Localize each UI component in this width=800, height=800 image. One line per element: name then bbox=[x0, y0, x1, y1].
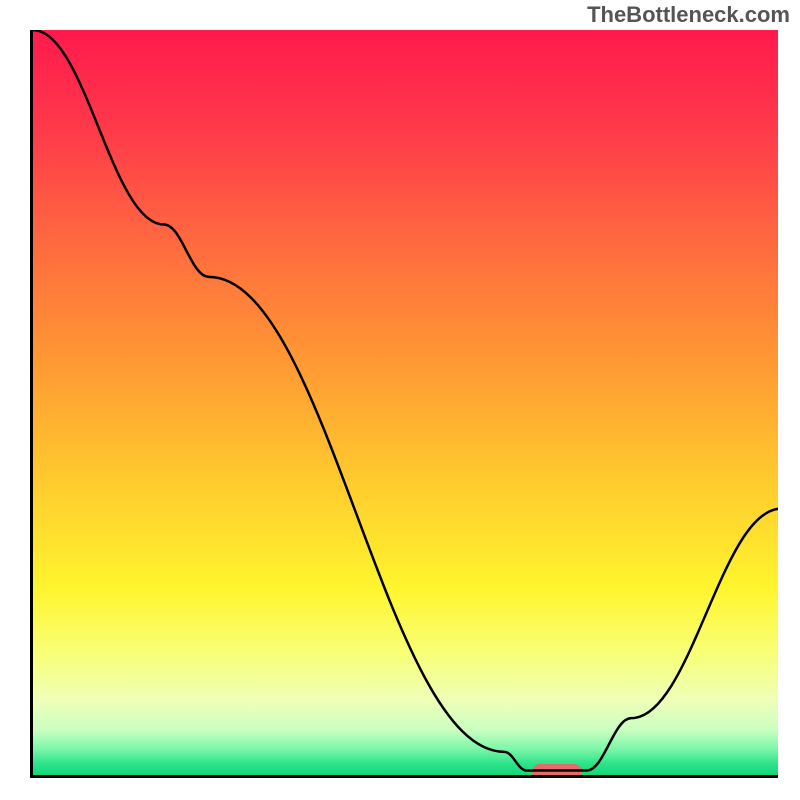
plot-area bbox=[30, 30, 778, 778]
chart-frame: TheBottleneck.com bbox=[0, 0, 800, 800]
performance-curve bbox=[33, 30, 778, 778]
watermark-text: TheBottleneck.com bbox=[587, 2, 790, 28]
curve-path bbox=[33, 30, 778, 771]
